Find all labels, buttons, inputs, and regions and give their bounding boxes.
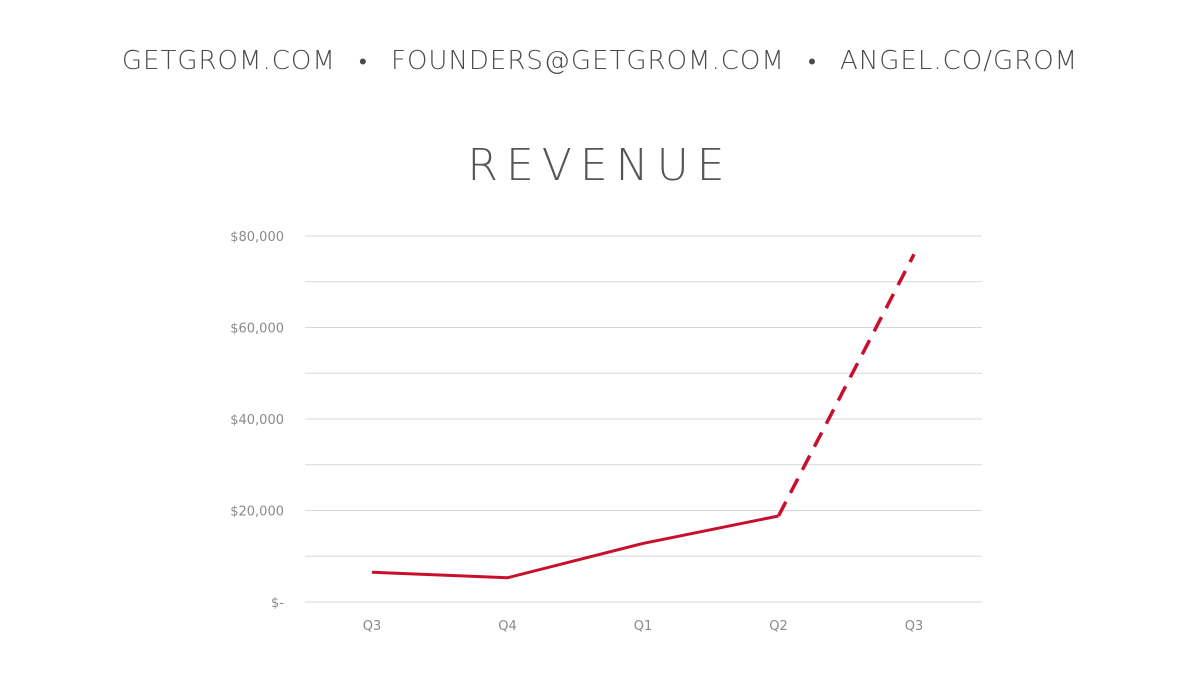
chart-title: REVENUE bbox=[467, 140, 733, 191]
email-link[interactable]: FOUNDERS@GETGROM.COM bbox=[391, 46, 785, 76]
website-link[interactable]: GETGROM.COM bbox=[121, 46, 336, 76]
series-line-actual bbox=[371, 514, 779, 580]
x-axis-ticks: Q3 Q4 Q1 Q2 Q3 bbox=[363, 619, 924, 634]
x-tick-label: Q3 bbox=[363, 619, 382, 634]
angel-link[interactable]: ANGEL.CO/GROM bbox=[840, 46, 1079, 76]
grid-lines bbox=[305, 235, 982, 603]
x-tick-label: Q1 bbox=[634, 619, 653, 634]
contact-bar: GETGROM.COM • FOUNDERS@GETGROM.COM • ANG… bbox=[0, 46, 1200, 76]
y-tick-label: $20,000 bbox=[230, 505, 284, 520]
y-tick-label: $60,000 bbox=[230, 322, 284, 337]
series-lines bbox=[371, 253, 916, 580]
separator-dot: • bbox=[808, 50, 817, 75]
series-line-projection bbox=[776, 253, 916, 517]
x-tick-label: Q2 bbox=[769, 619, 788, 634]
separator-dot: • bbox=[359, 50, 368, 75]
y-tick-label: $40,000 bbox=[230, 413, 284, 428]
x-tick-label: Q4 bbox=[498, 619, 517, 634]
y-tick-label: $80,000 bbox=[230, 230, 284, 245]
y-axis-ticks: $- $20,000 $40,000 $60,000 $80,000 bbox=[230, 230, 284, 611]
x-tick-label: Q3 bbox=[905, 619, 924, 634]
y-tick-label: $- bbox=[271, 596, 284, 611]
